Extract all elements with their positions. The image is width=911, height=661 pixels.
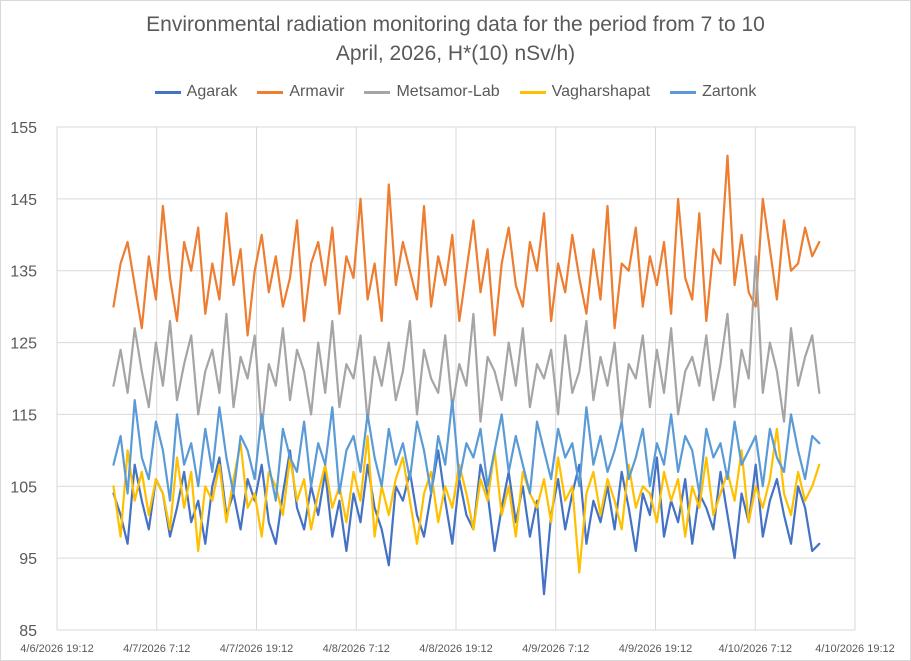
x-tick-label: 4/9/2026 7:12 (522, 643, 589, 655)
series-line-metsamor-lab (112, 255, 821, 430)
x-tick-label: 4/7/2026 19:12 (220, 643, 293, 655)
series-line-zartonk (112, 399, 821, 502)
series-line-armavir (112, 154, 821, 337)
legend-label-metsamor-lab: Metsamor-Lab (396, 83, 500, 100)
series-line-vagharshapat (112, 427, 821, 574)
chart-legend: Agarak Armavir Metsamor-Lab Vagharshapat… (0, 83, 911, 101)
legend-item-agarak: Agarak (154, 83, 238, 101)
legend-item-metsamor-lab: Metsamor-Lab (364, 83, 500, 101)
y-tick-label: 105 (10, 479, 37, 496)
x-tick-label: 4/6/2026 19:12 (20, 643, 93, 655)
legend-label-vagharshapat: Vagharshapat (551, 83, 651, 100)
x-tick-label: 4/8/2026 7:12 (323, 643, 390, 655)
y-tick-label: 115 (11, 407, 37, 424)
y-tick-label: 145 (10, 192, 37, 209)
legend-item-vagharshapat: Vagharshapat (519, 83, 651, 101)
x-tick-label: 4/8/2026 19:12 (419, 643, 492, 655)
x-tick-label: 4/10/2026 7:12 (719, 643, 792, 655)
x-tick-label: 4/9/2026 19:12 (619, 643, 692, 655)
legend-item-zartonk: Zartonk (670, 83, 756, 101)
chart-title-line-1: Environmental radiation monitoring data … (146, 13, 765, 36)
y-tick-label: 155 (10, 120, 37, 137)
legend-label-armavir: Armavir (289, 83, 345, 100)
legend-item-armavir: Armavir (257, 83, 344, 101)
y-tick-label: 85 (19, 623, 37, 640)
legend-swatch-metsamor-lab (364, 90, 391, 94)
legend-swatch-agarak (154, 90, 181, 94)
legend-label-agarak: Agarak (186, 83, 238, 100)
legend-swatch-armavir (257, 90, 284, 94)
legend-label-zartonk: Zartonk (702, 83, 757, 100)
y-tick-label: 125 (10, 336, 37, 353)
chart-title: Environmental radiation monitoring data … (0, 10, 911, 68)
x-tick-label: 4/7/2026 7:12 (123, 643, 190, 655)
y-tick-label: 135 (10, 264, 37, 281)
legend-swatch-zartonk (670, 90, 697, 94)
legend-swatch-vagharshapat (519, 90, 546, 94)
chart-title-line-2: April, 2026, H*(10) nSv/h) (335, 42, 576, 65)
y-tick-label: 95 (19, 551, 37, 568)
x-tick-label: 4/10/2026 19:12 (815, 643, 895, 655)
